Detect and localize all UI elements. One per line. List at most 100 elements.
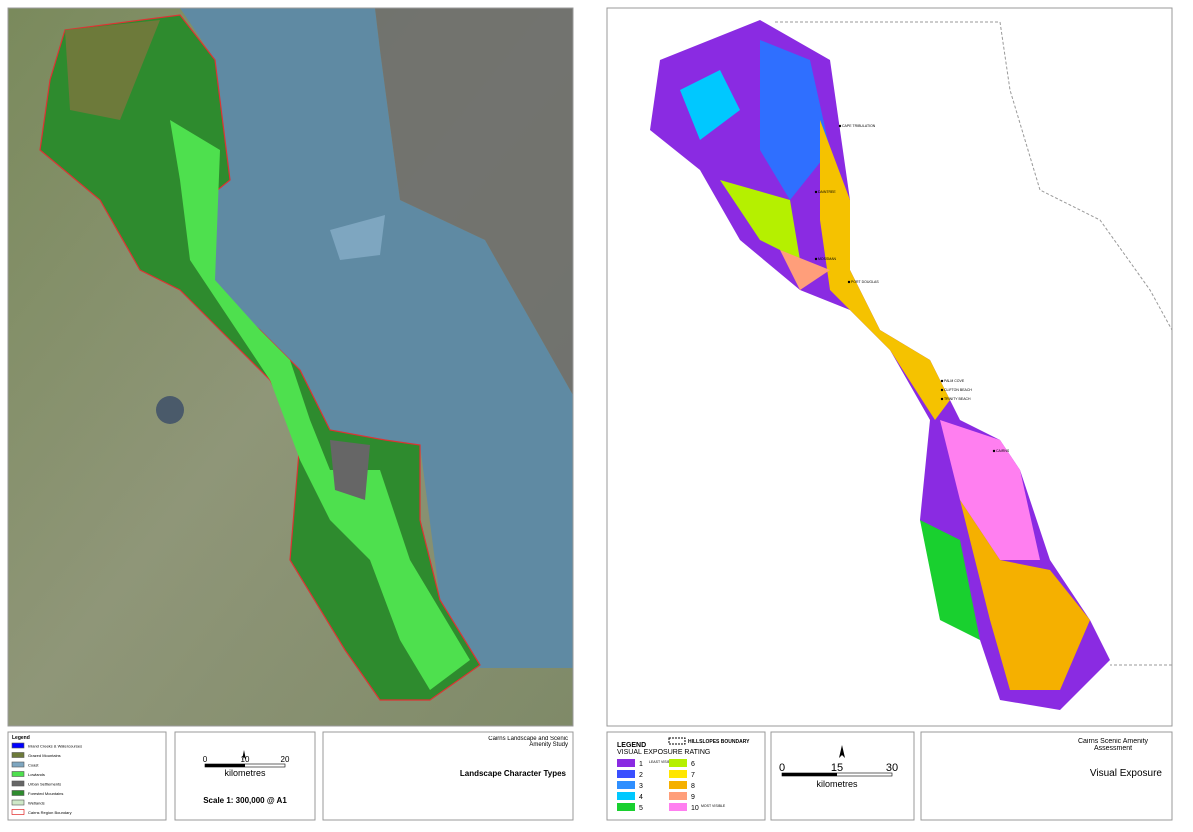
legend-swatch <box>669 759 687 767</box>
legend-subtitle: VISUAL EXPOSURE RATING <box>617 749 710 756</box>
study: Cairns Scenic Amenity Assessment <box>1077 738 1149 752</box>
scale-unit: kilometres <box>224 768 266 778</box>
place-label: CLIFTON BEACH <box>944 388 972 392</box>
place-label: PALM COVE <box>944 379 965 383</box>
place-label: CAIRNS <box>996 449 1010 453</box>
legend-title: Legend <box>12 735 30 741</box>
scale-bar <box>205 764 245 767</box>
legend-label: 10 <box>691 805 699 812</box>
legend-swatch <box>617 803 635 811</box>
legend-label: 5 <box>639 805 643 812</box>
legend-label: 6 <box>691 761 695 768</box>
map-frame <box>7 7 574 727</box>
legend-swatch <box>669 792 687 800</box>
legend-swatch <box>617 792 635 800</box>
legend-label: 9 <box>691 794 695 801</box>
scale-bar <box>782 773 837 776</box>
legend-title: LEGEND <box>617 742 646 749</box>
study: Cairns Landscape and Scenic Amenity Stud… <box>488 736 568 748</box>
legend-swatch <box>11 799 25 806</box>
map-title: Visual Exposure <box>1090 768 1163 779</box>
title-box <box>322 731 574 821</box>
exposure-area <box>920 520 980 640</box>
legend-swatch <box>617 759 635 767</box>
boundary-label: HILLSLOPES BOUNDARY <box>688 739 750 745</box>
place-label: CAPE TRIBULATION <box>842 124 876 128</box>
study-wrap: Cairns Landscape and Scenic Amenity Stud… <box>488 736 568 748</box>
place-dot <box>940 379 944 383</box>
legend-swatch <box>11 809 25 815</box>
scale-labels: 0 10 20 <box>203 755 290 764</box>
place-label: PORT DOUGLAS <box>851 280 879 284</box>
place-label: MOSSMAN <box>818 257 837 261</box>
legend-label: Cairns Region Boundary <box>28 810 72 815</box>
exposure-area <box>780 250 830 290</box>
scale-labels: 0 15 30 <box>779 762 898 774</box>
scale-tick-label: 0 <box>779 762 785 774</box>
place-label: DAINTREE <box>818 190 836 194</box>
legend-note: LEAST VISIBLE <box>649 760 675 764</box>
legend-label: Lowlands <box>28 772 45 777</box>
scale-unit: kilometres <box>816 779 858 789</box>
place-dot <box>814 257 818 261</box>
outside-area <box>375 8 573 395</box>
exposure-area <box>720 180 800 260</box>
legend-label: Coast <box>28 763 39 768</box>
legend: 1 LEAST VISIBLE 2 3 4 5 6 7 8 9 10 MOST VISIBLE <box>617 759 726 812</box>
legend-label: Urban Settlements <box>28 782 61 787</box>
exposure-area <box>760 40 830 200</box>
exposure-area <box>960 500 1090 690</box>
scale-ratio: Scale 1: 300,000 @ A1 <box>203 796 287 805</box>
left-map <box>7 7 574 727</box>
scale-tick-label: 20 <box>281 755 290 764</box>
legend-swatch <box>11 761 25 768</box>
legend-label: Wetlands <box>28 801 45 806</box>
scale-tick-label: 30 <box>886 762 898 774</box>
legend-label: Forested Mountains <box>28 791 63 796</box>
place-label: TRINITY BEACH <box>944 397 971 401</box>
place-dot <box>992 449 996 453</box>
exposure-area <box>940 420 1040 560</box>
place-dot <box>940 388 944 392</box>
legend-swatch <box>669 781 687 789</box>
legend-swatch <box>669 770 687 778</box>
title-box <box>920 731 1173 821</box>
legend-label: 4 <box>639 794 643 801</box>
exposure-area <box>820 120 950 420</box>
legend-note: MOST VISIBLE <box>701 804 726 808</box>
urban <box>330 440 370 500</box>
legend-swatch <box>617 770 635 778</box>
scale-box <box>174 731 316 821</box>
exposure-area <box>680 70 740 140</box>
place-dot <box>838 124 842 128</box>
legend-swatch <box>669 803 687 811</box>
legend-swatch <box>11 780 25 787</box>
scale-tick-label: 10 <box>241 755 250 764</box>
place-labels: CAPE TRIBULATION DAINTREE MOSSMAN PORT DOUG… <box>814 124 1010 453</box>
place-dot <box>940 397 944 401</box>
legend-box <box>7 731 167 821</box>
legend-label: 1 <box>639 761 643 768</box>
place-dot <box>814 190 818 194</box>
sea <box>180 8 573 668</box>
scale-tick-label: 15 <box>831 762 843 774</box>
boundary-swatch <box>668 737 686 745</box>
legend-label: 8 <box>691 783 695 790</box>
legend-label: 3 <box>639 783 643 790</box>
legend-label: Inland Creeks & Watercourses <box>28 744 82 749</box>
legend-swatch <box>11 742 25 749</box>
lowlands <box>170 120 470 690</box>
reef <box>330 215 385 260</box>
lake <box>156 396 184 424</box>
legend-swatch <box>617 781 635 789</box>
scale-tick-label: 0 <box>203 755 208 764</box>
legend-swatch <box>11 752 25 758</box>
right-map <box>606 7 1173 727</box>
legend-swatch <box>11 790 25 796</box>
map-title: Landscape Character Types <box>460 769 567 778</box>
legend: Inland Creeks & Watercourses Grazed Mount… <box>11 742 82 815</box>
north-arrow <box>242 750 246 760</box>
legend-swatch <box>11 771 25 777</box>
place-dot <box>847 280 851 284</box>
